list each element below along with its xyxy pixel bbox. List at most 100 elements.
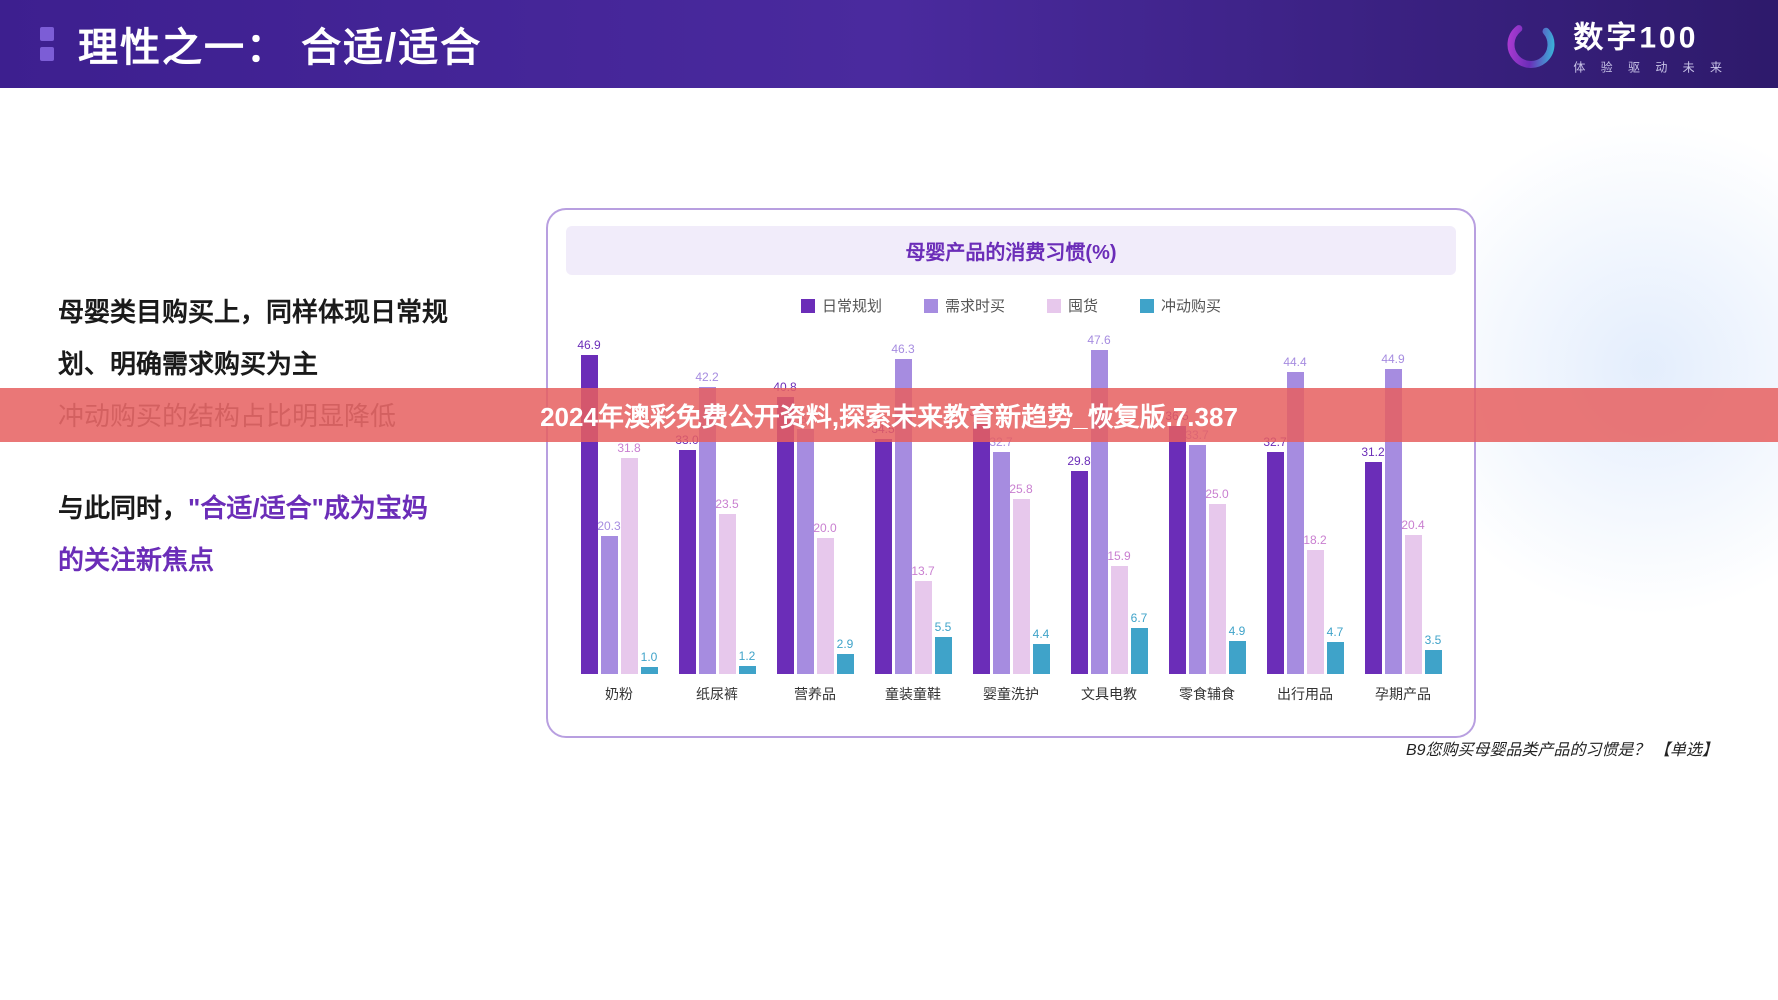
bar: 20.0 [817,538,834,674]
bar-set: 46.920.331.81.0 [581,334,658,674]
slide-body: 母婴类目购买上，同样体现日常规 划、明确需求购买为主 冲动购买的结构占比明显降低… [0,88,1778,1000]
bar: 13.7 [915,581,932,674]
footnote: B9您购买母婴品类产品的习惯是？ 【单选】 [1406,736,1718,760]
category-label: 童装童鞋 [885,684,941,704]
logo-tagline: 体 验 驱 动 未 来 [1573,59,1728,76]
bar: 33.0 [679,450,696,674]
bar-value-label: 4.9 [1229,624,1246,641]
para-1-line-2: 划、明确需求购买为主 [58,340,518,388]
para-3-highlight: "合适/适合"成为宝妈 [188,493,428,523]
bar-value-label: 29.8 [1067,454,1090,471]
bar-value-label: 13.7 [911,564,934,581]
bar-value-label: 1.2 [739,649,756,666]
legend-item: 冲动购买 [1140,295,1221,316]
bar: 32.7 [993,452,1010,674]
bar-value-label: 20.4 [1401,518,1424,535]
watermark-overlay: 2024年澳彩免费公开资料,探索未来教育新趋势_恢复版.7.387 [0,388,1778,442]
bar-set: 34.546.313.75.5 [875,334,952,674]
bar-set: 31.244.920.43.5 [1365,334,1442,674]
category-label: 营养品 [794,684,836,704]
bar-value-label: 25.8 [1009,482,1032,499]
bar-value-label: 42.2 [695,370,718,387]
bar: 4.7 [1327,642,1344,674]
bar-value-label: 25.0 [1205,487,1228,504]
bar: 25.0 [1209,504,1226,674]
bar-value-label: 31.2 [1361,445,1384,462]
bar: 4.4 [1033,644,1050,674]
category-label: 婴童洗护 [983,684,1039,704]
para-3-pre: 与此同时， [58,493,188,523]
bar: 36.5 [1169,426,1186,674]
category-label: 纸尿裤 [696,684,738,704]
bar-value-label: 18.2 [1303,533,1326,550]
bar-value-label: 23.5 [715,497,738,514]
bar: 37.0 [973,422,990,674]
legend-item: 需求时买 [924,295,1005,316]
bar-set: 33.042.223.51.2 [679,334,756,674]
bar: 23.5 [719,514,736,674]
bar-value-label: 15.9 [1107,549,1130,566]
chart-panel: 母婴产品的消费习惯(%) 日常规划需求时买囤货冲动购买 46.920.331.8… [546,208,1476,738]
legend-label: 囤货 [1068,295,1098,316]
bar-value-label: 6.7 [1131,611,1148,628]
chart-legend: 日常规划需求时买囤货冲动购买 [566,295,1456,316]
bar-value-label: 47.6 [1087,333,1110,350]
brand-logo: 数字100 体 验 驱 动 未 来 [1503,13,1728,76]
category-label: 文具电教 [1081,684,1137,704]
legend-swatch [1140,299,1154,313]
bar-value-label: 20.0 [813,521,836,538]
bar: 1.0 [641,667,658,674]
bar: 31.8 [621,458,638,674]
legend-item: 囤货 [1047,295,1098,316]
logo-ring-icon [1503,16,1559,72]
category-label: 孕期产品 [1375,684,1431,704]
bar: 3.5 [1425,650,1442,674]
bar-set: 32.744.418.24.7 [1267,334,1344,674]
legend-swatch [801,299,815,313]
bar-value-label: 46.9 [577,338,600,355]
bar-value-label: 44.4 [1283,355,1306,372]
bar: 34.5 [875,439,892,674]
bar-value-label: 4.4 [1033,627,1050,644]
slide-title: 理性之一： 合适/适合 [78,15,482,73]
bar-set: 36.533.725.04.9 [1169,334,1246,674]
bar: 18.2 [1307,550,1324,674]
slide-header: 理性之一： 合适/适合 数字100 体 验 驱 动 未 来 [0,0,1778,88]
bar: 29.8 [1071,471,1088,674]
bar-value-label: 31.8 [617,441,640,458]
para-3-line-2: 的关注新焦点 [58,536,518,584]
bar-set: 29.847.615.96.7 [1071,334,1148,674]
watermark-text: 2024年澳彩免费公开资料,探索未来教育新趋势_恢复版.7.387 [540,397,1238,434]
para-3-line-1: 与此同时，"合适/适合"成为宝妈 [58,484,518,532]
bar: 33.7 [1189,445,1206,674]
legend-swatch [924,299,938,313]
chart-title: 母婴产品的消费习惯(%) [566,226,1456,275]
legend-swatch [1047,299,1061,313]
bar: 36.0 [797,429,814,674]
category-label: 零食辅食 [1179,684,1235,704]
bar-value-label: 5.5 [935,620,952,637]
para-3-highlight-2: 的关注新焦点 [58,545,214,575]
bar-set: 37.032.725.8 4.4 [973,334,1050,674]
bar: 32.7 [1267,452,1284,674]
bar-value-label: 44.9 [1381,352,1404,369]
header-accent-bars [40,27,54,61]
bar: 6.7 [1131,628,1148,674]
bar: 15.9 [1111,566,1128,674]
bar: 20.3 [601,536,618,674]
bar-value-label: 4.7 [1327,625,1344,642]
bar: 4.9 [1229,641,1246,674]
bar-value-label: 1.0 [641,650,658,667]
bar: 1.2 [739,666,756,674]
legend-label: 需求时买 [945,295,1005,316]
bar-set: 40.836.020.02.9 [777,334,854,674]
bar-value-label: 2.9 [837,637,854,654]
category-label: 奶粉 [605,684,633,704]
bar: 20.4 [1405,535,1422,674]
bar-value-label: 20.3 [597,519,620,536]
bar: 2.9 [837,654,854,674]
category-label: 出行用品 [1277,684,1333,704]
para-1-line-1: 母婴类目购买上，同样体现日常规 [58,288,518,336]
bar-value-label: 3.5 [1425,633,1442,650]
legend-label: 冲动购买 [1161,295,1221,316]
